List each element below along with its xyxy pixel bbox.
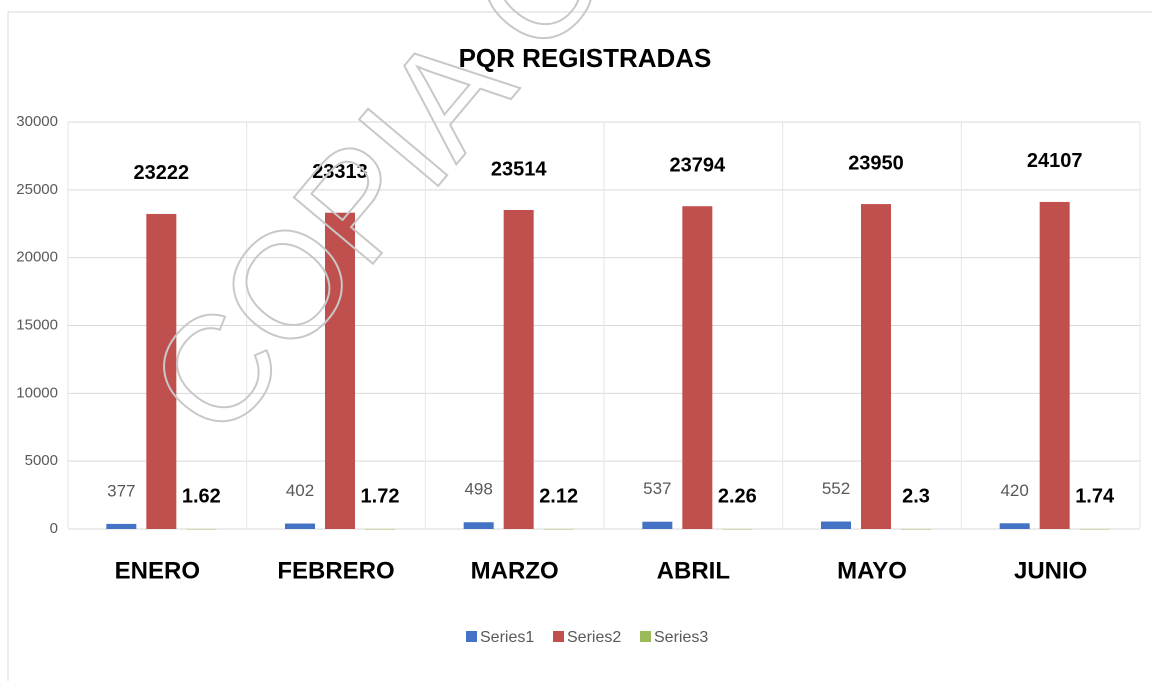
data-label: 23514: [491, 158, 547, 180]
bar: [106, 523, 137, 529]
x-tick-label: MAYO: [837, 557, 907, 584]
y-tick-label: 30000: [16, 113, 58, 130]
data-label: 420: [1000, 481, 1028, 500]
legend-swatch: [553, 631, 564, 642]
data-label: 23222: [134, 162, 190, 184]
data-label: 24107: [1027, 150, 1083, 172]
data-label: 1.62: [182, 485, 221, 507]
legend-swatch: [640, 631, 651, 642]
bar: [325, 212, 355, 529]
bar: [999, 523, 1030, 529]
x-tick-label: ABRIL: [657, 557, 730, 584]
bar: [365, 528, 395, 530]
legend-label: Series1: [480, 629, 534, 646]
data-label: 23794: [670, 154, 726, 176]
data-label: 498: [464, 480, 492, 499]
y-tick-label: 15000: [16, 316, 58, 333]
legend-label: Series3: [654, 629, 708, 646]
data-label: 537: [643, 479, 671, 498]
y-tick-label: 0: [50, 520, 58, 537]
y-tick-label: 20000: [16, 249, 58, 266]
data-label: 23950: [848, 152, 904, 174]
data-label: 2.3: [902, 485, 930, 507]
bar: [503, 209, 534, 529]
legend-swatch: [466, 631, 477, 642]
bar: [146, 213, 177, 529]
bar: [285, 523, 315, 529]
bar: [861, 204, 891, 529]
bar: [186, 528, 217, 530]
data-label: 1.72: [361, 485, 400, 507]
legend-label: Series2: [567, 629, 621, 646]
chart-title: PQR REGISTRADAS: [459, 43, 712, 73]
bar: [642, 521, 673, 529]
bar: [722, 528, 753, 530]
data-label: 1.74: [1075, 485, 1115, 507]
x-tick-label: JUNIO: [1014, 557, 1087, 584]
bar: [821, 521, 851, 529]
data-label: 2.26: [718, 485, 757, 507]
data-label: 402: [286, 481, 314, 500]
y-tick-label: 5000: [25, 452, 58, 469]
bar: [901, 528, 931, 530]
x-tick-label: ENERO: [115, 557, 200, 584]
x-tick-label: FEBRERO: [277, 557, 394, 584]
x-tick-label: MARZO: [471, 557, 559, 584]
y-tick-label: 10000: [16, 384, 58, 401]
y-tick-label: 25000: [16, 181, 58, 198]
data-label: 23313: [312, 161, 368, 183]
data-label: 2.12: [539, 485, 578, 507]
bar: [463, 522, 494, 529]
bar: [682, 206, 713, 529]
bar: [1079, 528, 1110, 530]
bar: [543, 528, 574, 530]
data-label: 377: [107, 481, 135, 500]
data-label: 552: [822, 479, 850, 498]
bar: [1039, 201, 1070, 529]
